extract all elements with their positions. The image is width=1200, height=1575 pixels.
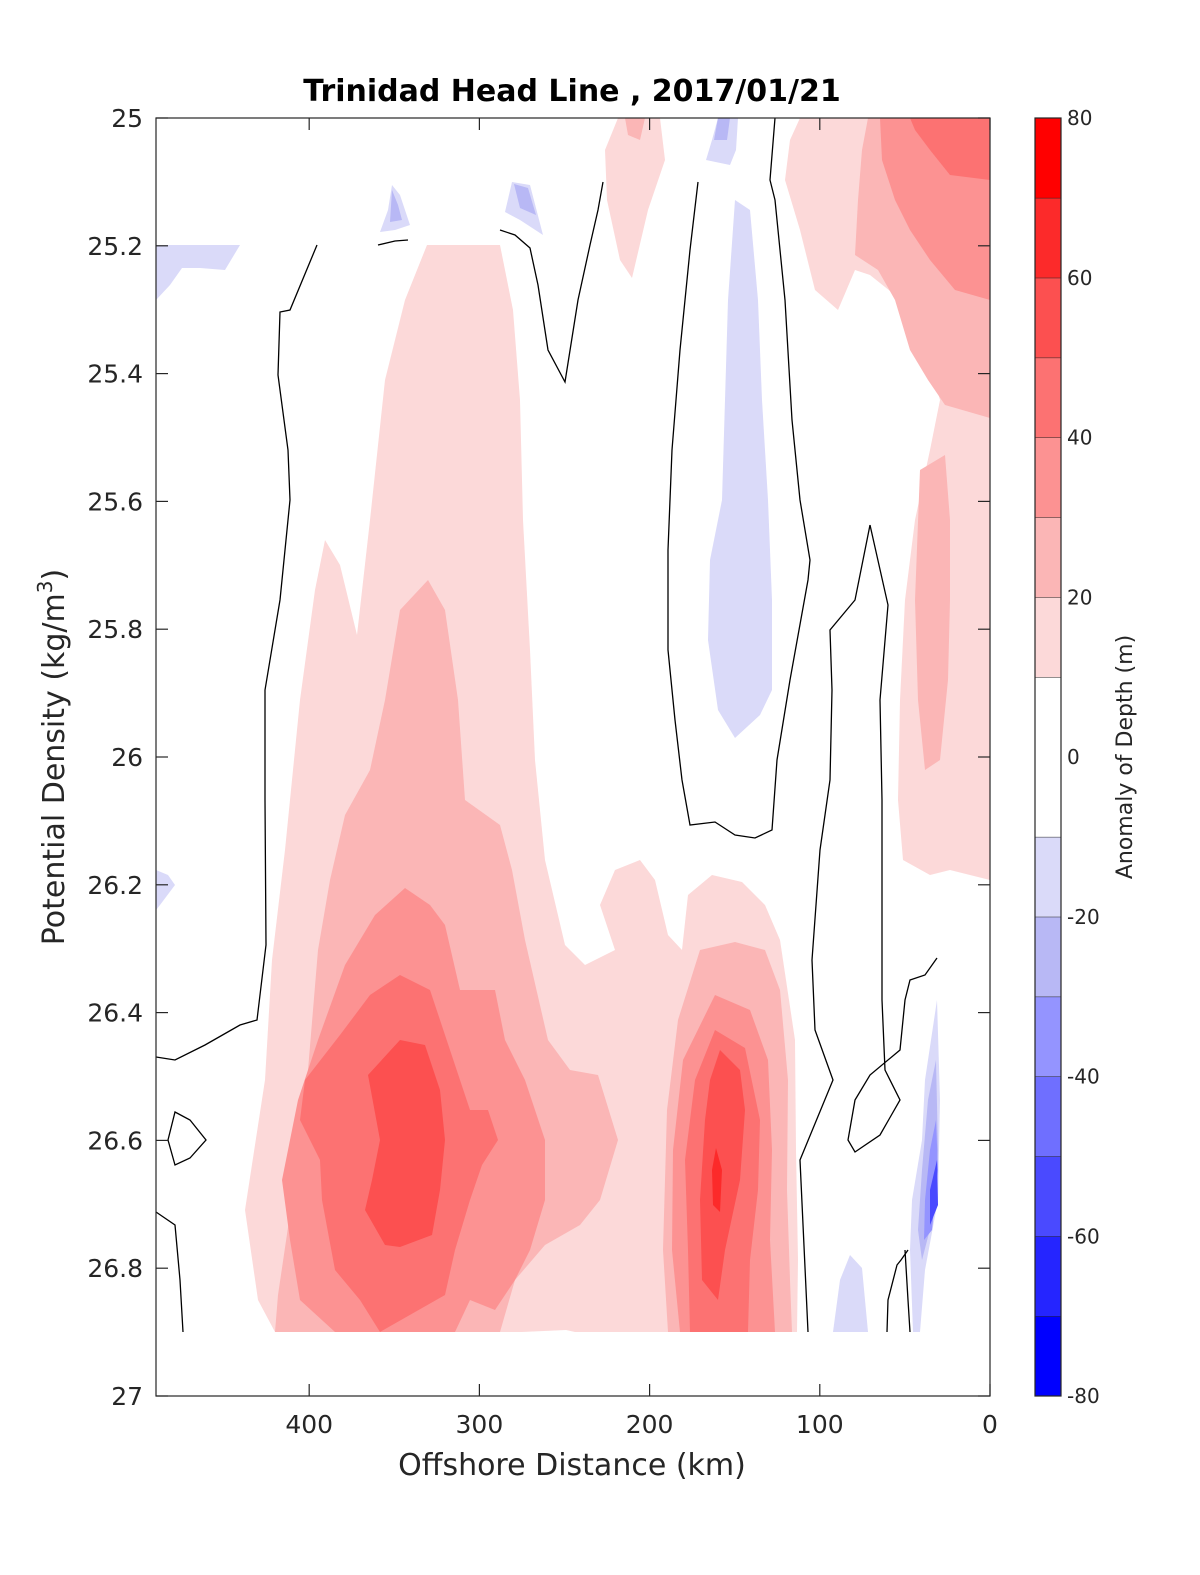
colorbar-swatch	[1035, 1156, 1061, 1237]
colorbar-swatch	[1035, 357, 1061, 438]
y-tick-label: 26	[111, 743, 143, 772]
zero-contour	[667, 118, 811, 839]
contour-positive-50	[365, 1040, 445, 1247]
colorbar-swatch	[1035, 517, 1061, 598]
y-tick-label: 25	[111, 104, 143, 133]
colorbar-tick-label: -60	[1067, 1224, 1100, 1248]
y-tick-label: 25.6	[87, 487, 143, 516]
contour-negative-small	[706, 118, 738, 165]
y-tick-label: 26.6	[87, 1126, 143, 1155]
x-tick-label: 300	[456, 1410, 504, 1439]
y-tick-label: 26.8	[87, 1254, 143, 1283]
zero-contour	[886, 1249, 909, 1333]
zero-contour	[499, 181, 604, 385]
y-tick-label: 25.8	[87, 615, 143, 644]
colorbar-label: Anomaly of Depth (m)	[1113, 635, 1138, 879]
zero-contour	[904, 1249, 911, 1333]
chart-title: Trinidad Head Line , 2017/01/21	[303, 74, 840, 109]
zero-contour	[156, 1211, 184, 1333]
contour-positive-coastal-small	[625, 118, 645, 140]
zero-contour	[377, 239, 409, 246]
y-tick-label: 26.4	[87, 999, 143, 1028]
contour-positive-50	[700, 1050, 745, 1300]
colorbar	[1034, 117, 1062, 1397]
colorbar-swatch	[1035, 836, 1061, 917]
x-tick-label: 0	[982, 1410, 998, 1439]
colorbar-swatch	[1035, 437, 1061, 518]
y-axis-label-superscript: 3	[33, 580, 57, 593]
contour-negative-small	[390, 190, 402, 222]
y-tick-label: 26.2	[87, 871, 143, 900]
colorbar-swatch	[1035, 1236, 1061, 1317]
colorbar-swatch	[1035, 597, 1061, 678]
colorbar-tick-label: 20	[1067, 585, 1092, 609]
x-tick-label: 100	[796, 1410, 844, 1439]
y-axis-label-text: Potential Density (kg/m	[37, 593, 72, 945]
colorbar-tick-label: 40	[1067, 426, 1092, 450]
y-axis-label-close: )	[37, 569, 72, 581]
zero-contour	[799, 524, 871, 1333]
colorbar-tick-label: -20	[1067, 905, 1100, 929]
colorbar-tick-label: 80	[1067, 106, 1092, 130]
y-tick-label: 25.2	[87, 232, 143, 261]
colorbar-swatch	[1035, 277, 1061, 358]
zero-contour	[167, 1111, 207, 1166]
colorbar-swatch	[1035, 677, 1061, 837]
colorbar-swatch	[1035, 197, 1061, 278]
x-tick-label: 400	[285, 1410, 333, 1439]
y-tick-label: 27	[111, 1382, 143, 1411]
y-axis-label: Potential Density (kg/m3)	[33, 569, 72, 945]
x-tick-label: 200	[626, 1410, 674, 1439]
contour-negative-small	[156, 245, 240, 300]
colorbar-ticks: 80 60 40 20 0 -20 -40 -60 -80	[1067, 106, 1100, 1408]
colorbar-swatch	[1035, 118, 1061, 198]
zero-contour	[156, 244, 318, 1061]
colorbar-tick-label: 0	[1067, 745, 1080, 769]
contour-positive-coastal-40	[910, 118, 990, 180]
colorbar-tick-label: -80	[1067, 1384, 1100, 1408]
contour-field	[156, 118, 990, 1332]
contour-negative-small	[833, 1255, 868, 1332]
contour-negative-tongue	[708, 200, 772, 738]
contour-negative-small	[714, 118, 730, 140]
colorbar-swatch	[1035, 1076, 1061, 1157]
colorbar-swatch	[1035, 916, 1061, 997]
colorbar-tick-label: 60	[1067, 266, 1092, 290]
contour-negative-small	[514, 184, 536, 215]
x-axis-ticks: 400 300 200 100 0	[285, 118, 998, 1439]
colorbar-swatch	[1035, 1316, 1061, 1396]
zero-contour-lines	[156, 118, 938, 1333]
contour-negative-nearshore	[924, 1120, 938, 1240]
y-tick-label: 25.4	[87, 360, 143, 389]
contour-positive-coastal	[605, 118, 665, 278]
contour-negative-nearshore	[930, 1160, 938, 1225]
zero-contour	[847, 524, 938, 1153]
contour-positive-60	[712, 1148, 722, 1212]
contour-positive-coastal-20	[915, 455, 950, 770]
colorbar-swatch	[1035, 996, 1061, 1077]
colorbar-tick-label: -40	[1067, 1065, 1100, 1089]
x-axis-label: Offshore Distance (km)	[398, 1448, 746, 1483]
y-axis-ticks: 25 25.2 25.4 25.6 25.8 26 26.2 26.4 26.6 26.8 27	[87, 104, 990, 1411]
contour-negative-small	[156, 870, 175, 910]
colorbar-frame	[1034, 117, 1062, 1397]
